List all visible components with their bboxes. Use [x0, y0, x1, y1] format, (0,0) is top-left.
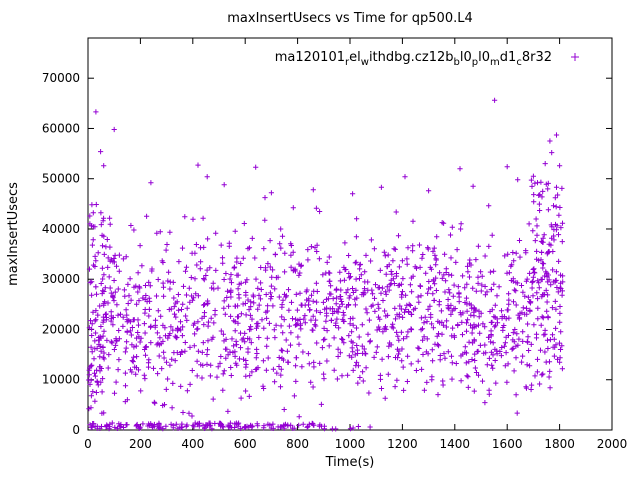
x-tick-label: 1600: [492, 437, 523, 451]
y-axis-label: maxInsertUsecs: [6, 182, 21, 286]
y-tick-label: 30000: [42, 272, 80, 286]
scatter-points-path: [86, 97, 566, 432]
y-tick-label: 40000: [42, 222, 80, 236]
axes: 0 200 400 600 800 1000 1200 1400 1600 1800 2000010…: [42, 37, 628, 451]
x-tick-label: 1800: [544, 437, 575, 451]
y-tick-label: 20000: [42, 322, 80, 336]
x-tick-label: 1000: [335, 437, 366, 451]
x-tick-label: 1200: [387, 437, 418, 451]
y-tick-label: 10000: [42, 373, 80, 387]
x-tick-label: 2000: [597, 437, 628, 451]
y-tick-label: 0: [72, 423, 80, 437]
y-tick-label: 70000: [42, 71, 80, 85]
legend: ma120101relwithdbg.cz12bbl0pl0md1c8r32: [275, 50, 579, 68]
x-tick-label: 1400: [440, 437, 471, 451]
y-tick-label: 60000: [42, 121, 80, 135]
x-tick-label: 0: [84, 437, 92, 451]
legend-marker-icon: [571, 53, 579, 61]
x-tick-label: 400: [181, 437, 204, 451]
y-tick-label: 50000: [42, 172, 80, 186]
x-tick-label: 600: [234, 437, 257, 451]
x-axis-label: Time(s): [325, 455, 375, 470]
chart-title: maxInsertUsecs vs Time for qp500.L4: [227, 11, 472, 26]
data-points: [86, 97, 566, 432]
x-tick-label: 800: [286, 437, 309, 451]
legend-label: ma120101relwithdbg.cz12bbl0pl0md1c8r32: [275, 50, 552, 68]
x-tick-label: 200: [129, 437, 152, 451]
